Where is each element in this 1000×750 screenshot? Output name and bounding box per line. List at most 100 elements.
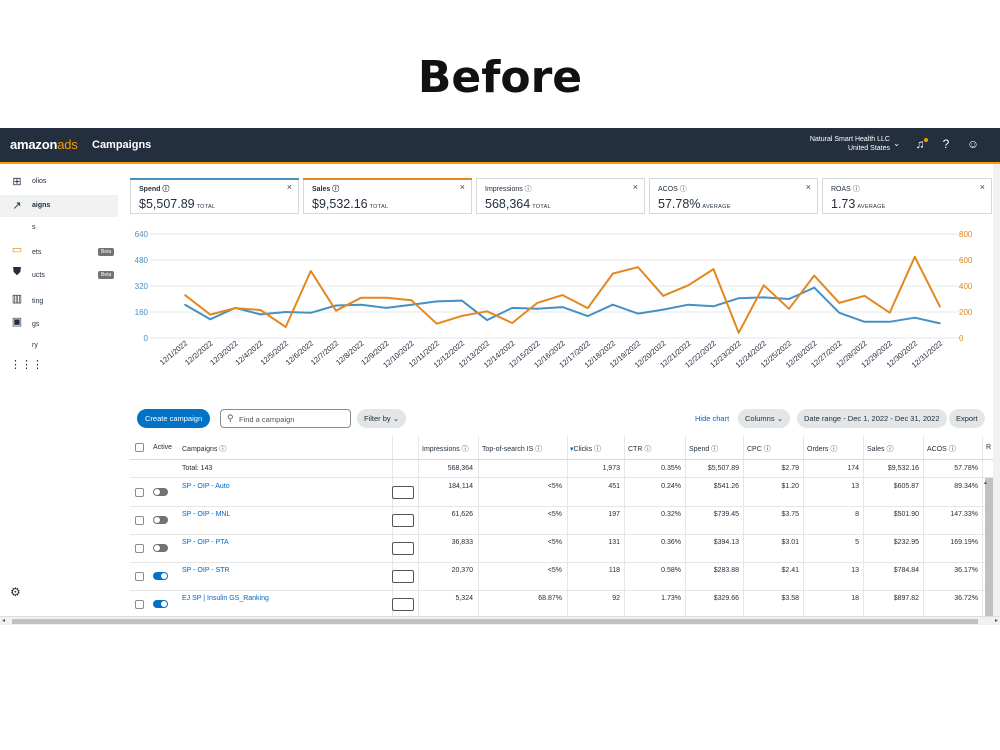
table-row: SP - OIP - MNL 61,626 <5% 197 0.32% $739… [130,507,1000,535]
budget-input[interactable] [392,514,414,527]
filter-by-button[interactable]: Filter by ⌄ [357,409,407,428]
help-icon[interactable]: ? [942,137,950,151]
data-point-spend [712,305,715,308]
header-roas[interactable]: R [986,444,992,451]
account-selector[interactable]: Natural Smart Health LLC United States ⌄ [810,135,900,153]
header-campaigns[interactable]: Campaigns ⓘ [182,446,227,453]
select-all-checkbox[interactable] [135,443,144,452]
total-orders: 174 [847,465,859,472]
metric-name: Impressions ⓘ [485,186,532,193]
series-line-spend [184,286,941,325]
scroll-left-arrow-icon[interactable]: ◂ [2,618,6,624]
header-cpc[interactable]: CPC ⓘ [747,446,771,453]
header-spend[interactable]: Spend ⓘ [689,446,719,453]
hide-chart-link[interactable]: Hide chart [695,414,730,423]
sidebar-item-3[interactable]: s [0,217,118,239]
header-acos[interactable]: ACOS ⓘ [927,446,956,453]
active-toggle[interactable] [153,516,168,524]
page-scrollbar-track[interactable] [993,164,1000,616]
sidebar-item-label: olios [32,178,47,185]
budget-input[interactable] [392,598,414,611]
row-checkbox[interactable] [135,600,144,609]
amazon-ads-logo[interactable]: amazonads [10,137,78,152]
sidebar-apps-grid[interactable]: ⋮⋮⋮ [0,354,118,376]
column-divider [624,436,625,616]
cell-top-of-search: <5% [547,483,562,490]
header-impressions[interactable]: Impressions ⓘ [422,446,469,453]
header-sales[interactable]: Sales ⓘ [867,446,894,453]
cell-sales: $897.82 [893,595,919,602]
metric-card-sales[interactable]: Sales ⓘ × $9,532.16 TOTAL [303,178,472,214]
cell-cpc: $1.20 [781,483,799,490]
data-point-sales [561,294,564,296]
header-top-of-search[interactable]: Top-of-search IS ⓘ [482,446,543,453]
budget-input[interactable] [392,570,414,583]
scroll-right-arrow-icon[interactable]: ▸ [994,618,998,624]
column-divider [982,436,983,616]
table-vertical-scrollbar[interactable] [985,478,993,616]
active-toggle[interactable] [153,544,168,552]
columns-button[interactable]: Columns ⌄ [738,409,790,428]
row-checkbox[interactable] [135,516,144,525]
row-checkbox[interactable] [135,572,144,581]
sidebar-item-products[interactable]: ⛊ ucts Beta [0,262,118,284]
create-campaign-button[interactable]: Create campaign [137,409,211,428]
sidebar-item-history[interactable]: ry [0,332,118,354]
portfolio-icon: ⊞ [12,176,22,188]
close-icon[interactable]: × [459,182,465,192]
horizontal-scrollbar-thumb[interactable] [12,619,978,624]
campaign-name-link[interactable]: EJ SP | Insulin GS_Ranking [182,595,269,602]
notification-bell-icon[interactable]: ♫ [913,137,928,151]
metric-card-impressions[interactable]: Impressions ⓘ × 568,364 TOTAL [476,178,645,214]
header-ctr[interactable]: CTR ⓘ [628,446,652,453]
active-toggle[interactable] [153,488,168,496]
date-range-button[interactable]: Date range - Dec 1, 2022 - Dec 31, 2022 [797,409,947,428]
data-point-sales [209,313,211,316]
sidebar-item-campaigns[interactable]: ↗ aigns [0,195,118,217]
data-point-spend [813,286,815,289]
search-placeholder: Find a campaign [239,415,295,424]
budget-input[interactable] [392,542,414,555]
data-point-spend [335,304,337,307]
metric-card-roas[interactable]: ROAS ⓘ × 1.73 AVERAGE [822,178,992,214]
row-checkbox[interactable] [135,544,144,553]
active-toggle[interactable] [153,572,168,580]
close-icon[interactable]: × [286,182,292,192]
campaign-name-link[interactable]: SP - OIP - Auto [182,483,230,490]
sidebar-item-reporting[interactable]: ▥ ting [0,288,118,310]
export-button[interactable]: Export [949,409,985,428]
settings-gear-icon[interactable]: ⚙ [10,585,21,599]
active-toggle[interactable] [153,600,168,608]
sidebar-item-images[interactable]: ▣ gs [0,311,118,333]
metric-value: 57.78% AVERAGE [658,197,731,211]
cell-top-of-search: 68.87% [538,595,562,602]
sidebar-item-budgets[interactable]: ▭ ets Beta [0,239,118,261]
cell-acos: 36.72% [954,595,978,602]
campaign-name-link[interactable]: SP - OIP - PTA [182,539,229,546]
campaign-name-link[interactable]: SP - OIP - MNL [182,511,231,518]
cell-impressions: 5,324 [455,595,473,602]
user-account-icon[interactable]: ☺ [966,137,980,151]
horizontal-scrollbar[interactable]: ◂ ▸ [0,616,1000,625]
close-icon[interactable]: × [805,182,811,192]
header-orders[interactable]: Orders ⓘ [807,446,838,453]
data-point-spend [914,316,916,319]
close-icon[interactable]: × [979,182,985,192]
campaign-search-input[interactable]: ⚲ Find a campaign [220,409,351,428]
sidebar-item-portfolios[interactable]: ⊞ olios [0,171,118,193]
metric-card-acos[interactable]: ACOS ⓘ × 57.78% AVERAGE [649,178,818,214]
budget-input[interactable] [392,486,414,499]
budget-card-icon: ▭ [11,244,23,256]
metric-card-spend[interactable]: Spend ⓘ × $5,507.89 TOTAL [130,178,299,214]
row-checkbox[interactable] [135,488,144,497]
chart-svg: 0160320480640020040060080012/1/202212/2/… [135,230,973,370]
data-point-sales [234,307,237,309]
campaign-name-link[interactable]: SP - OIP - STR [182,567,230,574]
close-icon[interactable]: × [632,182,638,192]
header-active[interactable]: Active [153,444,173,451]
data-point-spend [662,308,664,311]
sidebar-item-label: aigns [32,202,51,209]
scroll-up-arrow-icon[interactable]: ▲ [983,480,988,486]
data-point-spend [184,303,186,306]
header-clicks[interactable]: ▾Clicks ⓘ [570,446,602,453]
